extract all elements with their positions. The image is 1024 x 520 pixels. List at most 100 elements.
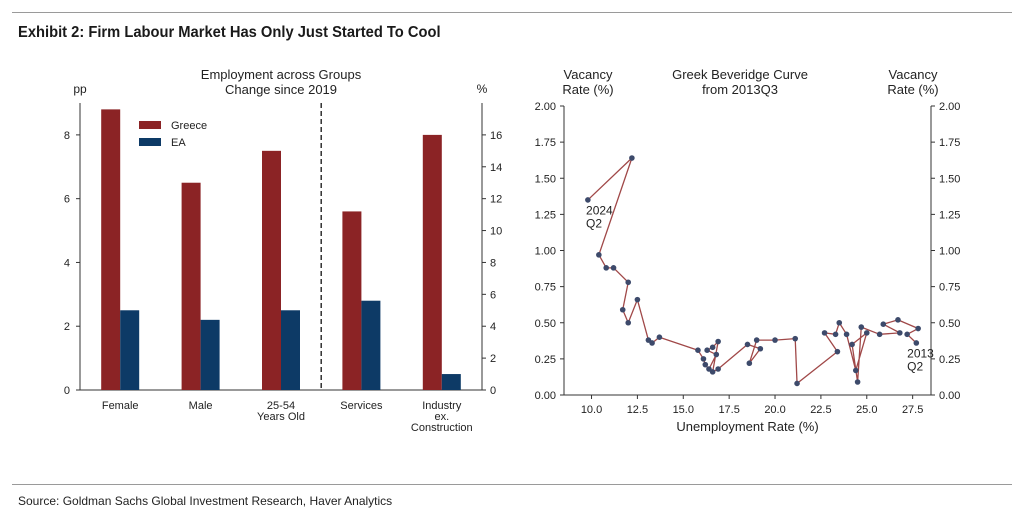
right-tick-label: 4 (490, 321, 496, 333)
data-point (854, 379, 861, 385)
data-point (772, 337, 778, 343)
bar-greece (342, 211, 362, 390)
left-axis-unit: pp (73, 82, 87, 96)
left-axis-title: Rate (%) (562, 82, 613, 97)
data-point (757, 345, 764, 352)
left-tick-label: 0.00 (535, 390, 556, 402)
left-tick-label: 2.00 (535, 101, 556, 113)
data-point (834, 348, 841, 355)
data-point (913, 340, 920, 346)
left-tick-label: 2 (64, 321, 70, 333)
category-label: Male (189, 400, 213, 412)
left-tick-label: 1.25 (535, 209, 556, 221)
bar-ea (361, 300, 381, 390)
data-point (700, 356, 707, 362)
beveridge-line (587, 157, 919, 385)
right-tick-label: 2.00 (939, 101, 960, 113)
bar-ea (441, 374, 461, 390)
left-tick-label: 1.00 (535, 246, 556, 258)
point-annotation: 2024 (586, 203, 613, 217)
right-axis-unit: % (477, 82, 488, 96)
data-point (713, 351, 720, 358)
x-tick-label: 27.5 (902, 404, 923, 416)
legend-label: Greece (171, 120, 207, 132)
bar-ea (120, 310, 140, 390)
data-point (915, 325, 921, 332)
chart-title: from 2013Q3 (702, 82, 778, 97)
bar-greece (262, 150, 281, 390)
right-tick-label: 1.25 (939, 209, 960, 221)
data-point (625, 279, 632, 286)
data-point (625, 319, 632, 326)
left-tick-label: 1.50 (535, 173, 556, 185)
right-axis-title: Rate (%) (887, 82, 938, 97)
left-tick-label: 1.75 (535, 137, 556, 149)
left-tick-label: 4 (64, 257, 70, 269)
x-tick-label: 20.0 (764, 404, 785, 416)
data-point (849, 341, 855, 348)
source-note: Source: Goldman Sachs Global Investment … (18, 494, 393, 508)
right-tick-label: 16 (490, 130, 502, 142)
data-point (596, 252, 602, 258)
bar-ea (281, 310, 300, 390)
bar-ea (200, 319, 220, 390)
data-point (709, 344, 716, 351)
data-point (904, 331, 910, 338)
point-annotation: 2013 (907, 346, 934, 360)
x-tick-label: 22.5 (810, 404, 831, 416)
chart-title: Employment across Groups (201, 67, 362, 82)
data-point (585, 197, 591, 203)
right-tick-label: 10 (490, 226, 502, 238)
point-annotation: Q2 (907, 359, 923, 373)
data-point (702, 361, 709, 368)
data-point (792, 335, 799, 342)
data-point (876, 331, 883, 338)
data-point (794, 380, 800, 387)
data-point (706, 366, 712, 372)
right-tick-label: 0 (490, 385, 496, 397)
data-point (715, 338, 721, 345)
exhibit-title: Exhibit 2: Firm Labour Market Has Only J… (18, 24, 441, 41)
data-point (897, 330, 903, 336)
data-point (744, 341, 751, 348)
data-point (645, 337, 652, 343)
data-point (610, 265, 617, 271)
data-point (603, 265, 610, 271)
legend-swatch (139, 138, 161, 146)
right-axis-title: Vacancy (889, 67, 938, 82)
data-point (746, 360, 753, 367)
category-label: ex. (434, 411, 449, 423)
data-point (753, 337, 760, 343)
legend-swatch (139, 121, 161, 129)
right-tick-label: 0.75 (939, 282, 960, 294)
right-tick-label: 1.00 (939, 246, 960, 258)
right-tick-label: 8 (490, 257, 496, 269)
right-tick-label: 0.00 (939, 390, 960, 402)
x-tick-label: 17.5 (718, 404, 739, 416)
bottom-rule (12, 484, 1012, 485)
bar-greece (422, 134, 442, 390)
legend-label: EA (171, 137, 186, 149)
data-point (895, 317, 901, 323)
top-rule (12, 12, 1012, 13)
data-point (852, 367, 859, 374)
chart-title: Change since 2019 (225, 82, 337, 97)
data-point (880, 321, 887, 327)
right-tick-label: 14 (490, 162, 502, 174)
right-tick-label: 1.50 (939, 173, 960, 185)
left-tick-label: 0.25 (535, 354, 556, 366)
data-point (629, 155, 635, 161)
category-label: Years Old (257, 411, 305, 423)
x-tick-label: 12.5 (627, 404, 648, 416)
data-point (634, 296, 641, 303)
chart-title: Greek Beveridge Curve (672, 67, 808, 82)
left-axis-title: Vacancy (564, 67, 613, 82)
right-tick-label: 0.50 (939, 318, 960, 330)
data-point (843, 331, 850, 338)
right-tick-label: 12 (490, 194, 502, 206)
data-point (704, 347, 710, 354)
right-tick-label: 1.75 (939, 137, 960, 149)
x-axis-label: Unemployment Rate (%) (676, 419, 818, 434)
bar-greece (101, 109, 121, 390)
